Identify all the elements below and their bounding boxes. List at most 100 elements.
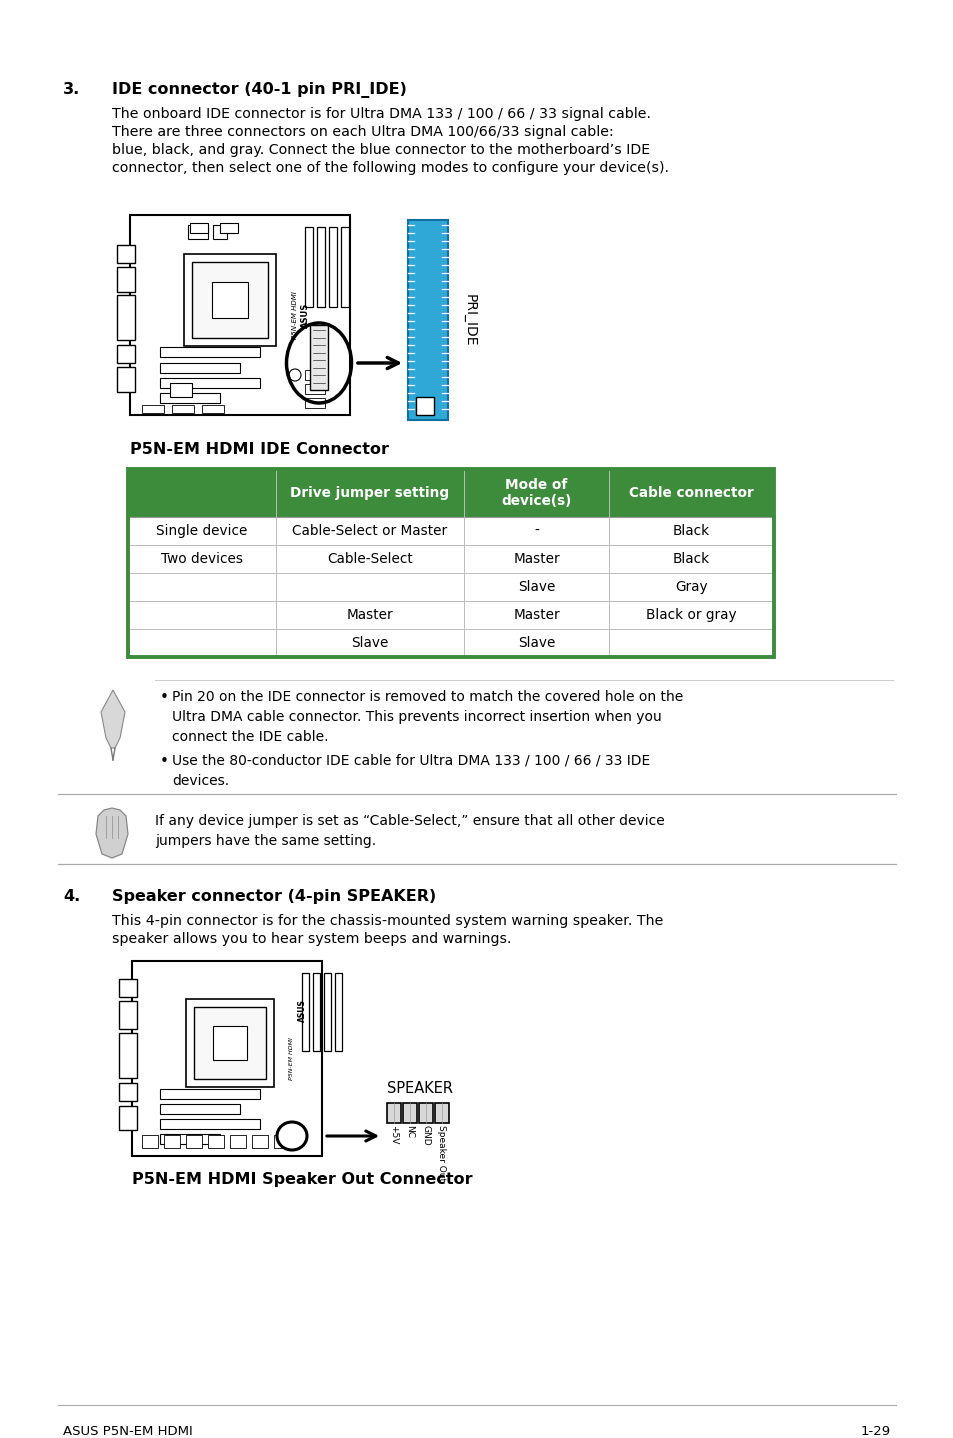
Text: NC: NC bbox=[405, 1125, 414, 1137]
Text: Black or gray: Black or gray bbox=[645, 608, 736, 623]
Text: Black: Black bbox=[672, 523, 709, 538]
Bar bbox=[190, 223, 208, 233]
Text: 4.: 4. bbox=[63, 889, 80, 905]
Bar bbox=[192, 262, 268, 338]
Text: PRI_IDE: PRI_IDE bbox=[462, 293, 476, 347]
Text: P5N-EM HDMI: P5N-EM HDMI bbox=[292, 290, 297, 339]
Bar bbox=[305, 227, 313, 306]
Text: Slave: Slave bbox=[517, 636, 555, 650]
Bar bbox=[128, 545, 773, 572]
Bar bbox=[117, 367, 135, 393]
Bar bbox=[274, 1135, 290, 1148]
Bar bbox=[117, 295, 135, 339]
Bar bbox=[160, 347, 260, 357]
Bar bbox=[220, 223, 237, 233]
Bar bbox=[160, 1104, 240, 1114]
Text: +5V: +5V bbox=[389, 1125, 398, 1145]
Bar bbox=[402, 1103, 416, 1123]
Polygon shape bbox=[101, 690, 125, 748]
Bar bbox=[186, 1135, 202, 1148]
Bar bbox=[160, 1135, 220, 1145]
Text: GND: GND bbox=[421, 1125, 430, 1146]
Text: Speaker connector (4-pin SPEAKER): Speaker connector (4-pin SPEAKER) bbox=[112, 889, 436, 905]
Bar bbox=[130, 216, 350, 416]
Bar bbox=[324, 974, 331, 1051]
Bar bbox=[302, 974, 309, 1051]
Text: ASUS: ASUS bbox=[300, 302, 309, 328]
Text: The onboard IDE connector is for Ultra DMA 133 / 100 / 66 / 33 signal cable.: The onboard IDE connector is for Ultra D… bbox=[112, 106, 650, 121]
Bar bbox=[208, 1135, 224, 1148]
Text: P5N-EM HDMI: P5N-EM HDMI bbox=[289, 1037, 294, 1080]
Bar bbox=[186, 999, 274, 1087]
Bar bbox=[160, 1089, 260, 1099]
Bar bbox=[387, 1103, 400, 1123]
Text: Master: Master bbox=[513, 552, 559, 567]
Text: Slave: Slave bbox=[351, 636, 388, 650]
Text: Mode of
device(s): Mode of device(s) bbox=[501, 477, 571, 508]
Bar bbox=[128, 572, 773, 601]
Bar bbox=[164, 1135, 180, 1148]
Text: Cable-Select or Master: Cable-Select or Master bbox=[293, 523, 447, 538]
Bar bbox=[310, 325, 328, 390]
Text: connector, then select one of the following modes to configure your device(s).: connector, then select one of the follow… bbox=[112, 161, 668, 175]
Text: This 4-pin connector is for the chassis-mounted system warning speaker. The: This 4-pin connector is for the chassis-… bbox=[112, 915, 662, 928]
Bar bbox=[305, 398, 325, 408]
Bar bbox=[160, 1119, 260, 1129]
Bar bbox=[193, 1007, 266, 1078]
Bar bbox=[418, 1103, 433, 1123]
Bar bbox=[213, 1025, 247, 1060]
Text: Speaker Out: Speaker Out bbox=[437, 1125, 446, 1181]
Text: Cable-Select: Cable-Select bbox=[327, 552, 413, 567]
Bar bbox=[305, 384, 325, 394]
Text: Use the 80-conductor IDE cable for Ultra DMA 133 / 100 / 66 / 33 IDE
devices.: Use the 80-conductor IDE cable for Ultra… bbox=[172, 754, 650, 788]
Bar bbox=[142, 406, 164, 413]
Text: ASUS P5N-EM HDMI: ASUS P5N-EM HDMI bbox=[63, 1425, 193, 1438]
Bar bbox=[230, 1135, 246, 1148]
Text: Single device: Single device bbox=[156, 523, 248, 538]
Text: SPEAKER: SPEAKER bbox=[387, 1081, 453, 1096]
Text: IDE connector (40-1 pin PRI_IDE): IDE connector (40-1 pin PRI_IDE) bbox=[112, 82, 406, 98]
Bar bbox=[142, 1135, 158, 1148]
Text: blue, black, and gray. Connect the blue connector to the motherboard’s IDE: blue, black, and gray. Connect the blue … bbox=[112, 142, 649, 157]
Bar bbox=[119, 1106, 137, 1130]
Text: Drive jumper setting: Drive jumper setting bbox=[290, 486, 449, 500]
Bar bbox=[119, 979, 137, 997]
Text: Black: Black bbox=[672, 552, 709, 567]
Bar bbox=[117, 345, 135, 362]
Text: P5N-EM HDMI Speaker Out Connector: P5N-EM HDMI Speaker Out Connector bbox=[132, 1172, 472, 1186]
Text: Gray: Gray bbox=[675, 580, 707, 594]
Bar bbox=[119, 1032, 137, 1078]
Bar bbox=[213, 224, 227, 239]
Bar bbox=[170, 383, 192, 397]
Bar bbox=[340, 227, 349, 306]
Bar bbox=[329, 227, 336, 306]
Bar bbox=[212, 282, 248, 318]
Text: Master: Master bbox=[346, 608, 393, 623]
Text: 3.: 3. bbox=[63, 82, 80, 96]
Text: Slave: Slave bbox=[517, 580, 555, 594]
Bar bbox=[188, 224, 208, 239]
Text: ASUS: ASUS bbox=[297, 999, 306, 1022]
Bar bbox=[202, 406, 224, 413]
Bar bbox=[119, 1001, 137, 1030]
Bar bbox=[160, 362, 240, 372]
Text: Two devices: Two devices bbox=[161, 552, 243, 567]
Text: Master: Master bbox=[513, 608, 559, 623]
Text: If any device jumper is set as “Cable-Select,” ensure that all other device
jump: If any device jumper is set as “Cable-Se… bbox=[154, 814, 664, 848]
Bar bbox=[305, 370, 325, 380]
Bar bbox=[184, 255, 275, 347]
Bar bbox=[128, 469, 773, 518]
Text: •: • bbox=[160, 690, 169, 705]
Text: There are three connectors on each Ultra DMA 100/66/33 signal cable:: There are three connectors on each Ultra… bbox=[112, 125, 613, 139]
Bar bbox=[435, 1103, 449, 1123]
Ellipse shape bbox=[276, 1122, 307, 1150]
Bar bbox=[313, 974, 319, 1051]
Bar bbox=[408, 220, 448, 420]
Bar bbox=[335, 974, 341, 1051]
Text: 1-29: 1-29 bbox=[860, 1425, 890, 1438]
Bar bbox=[128, 601, 773, 628]
Bar bbox=[117, 244, 135, 263]
Text: •: • bbox=[160, 754, 169, 769]
Bar bbox=[252, 1135, 268, 1148]
Bar bbox=[117, 267, 135, 292]
